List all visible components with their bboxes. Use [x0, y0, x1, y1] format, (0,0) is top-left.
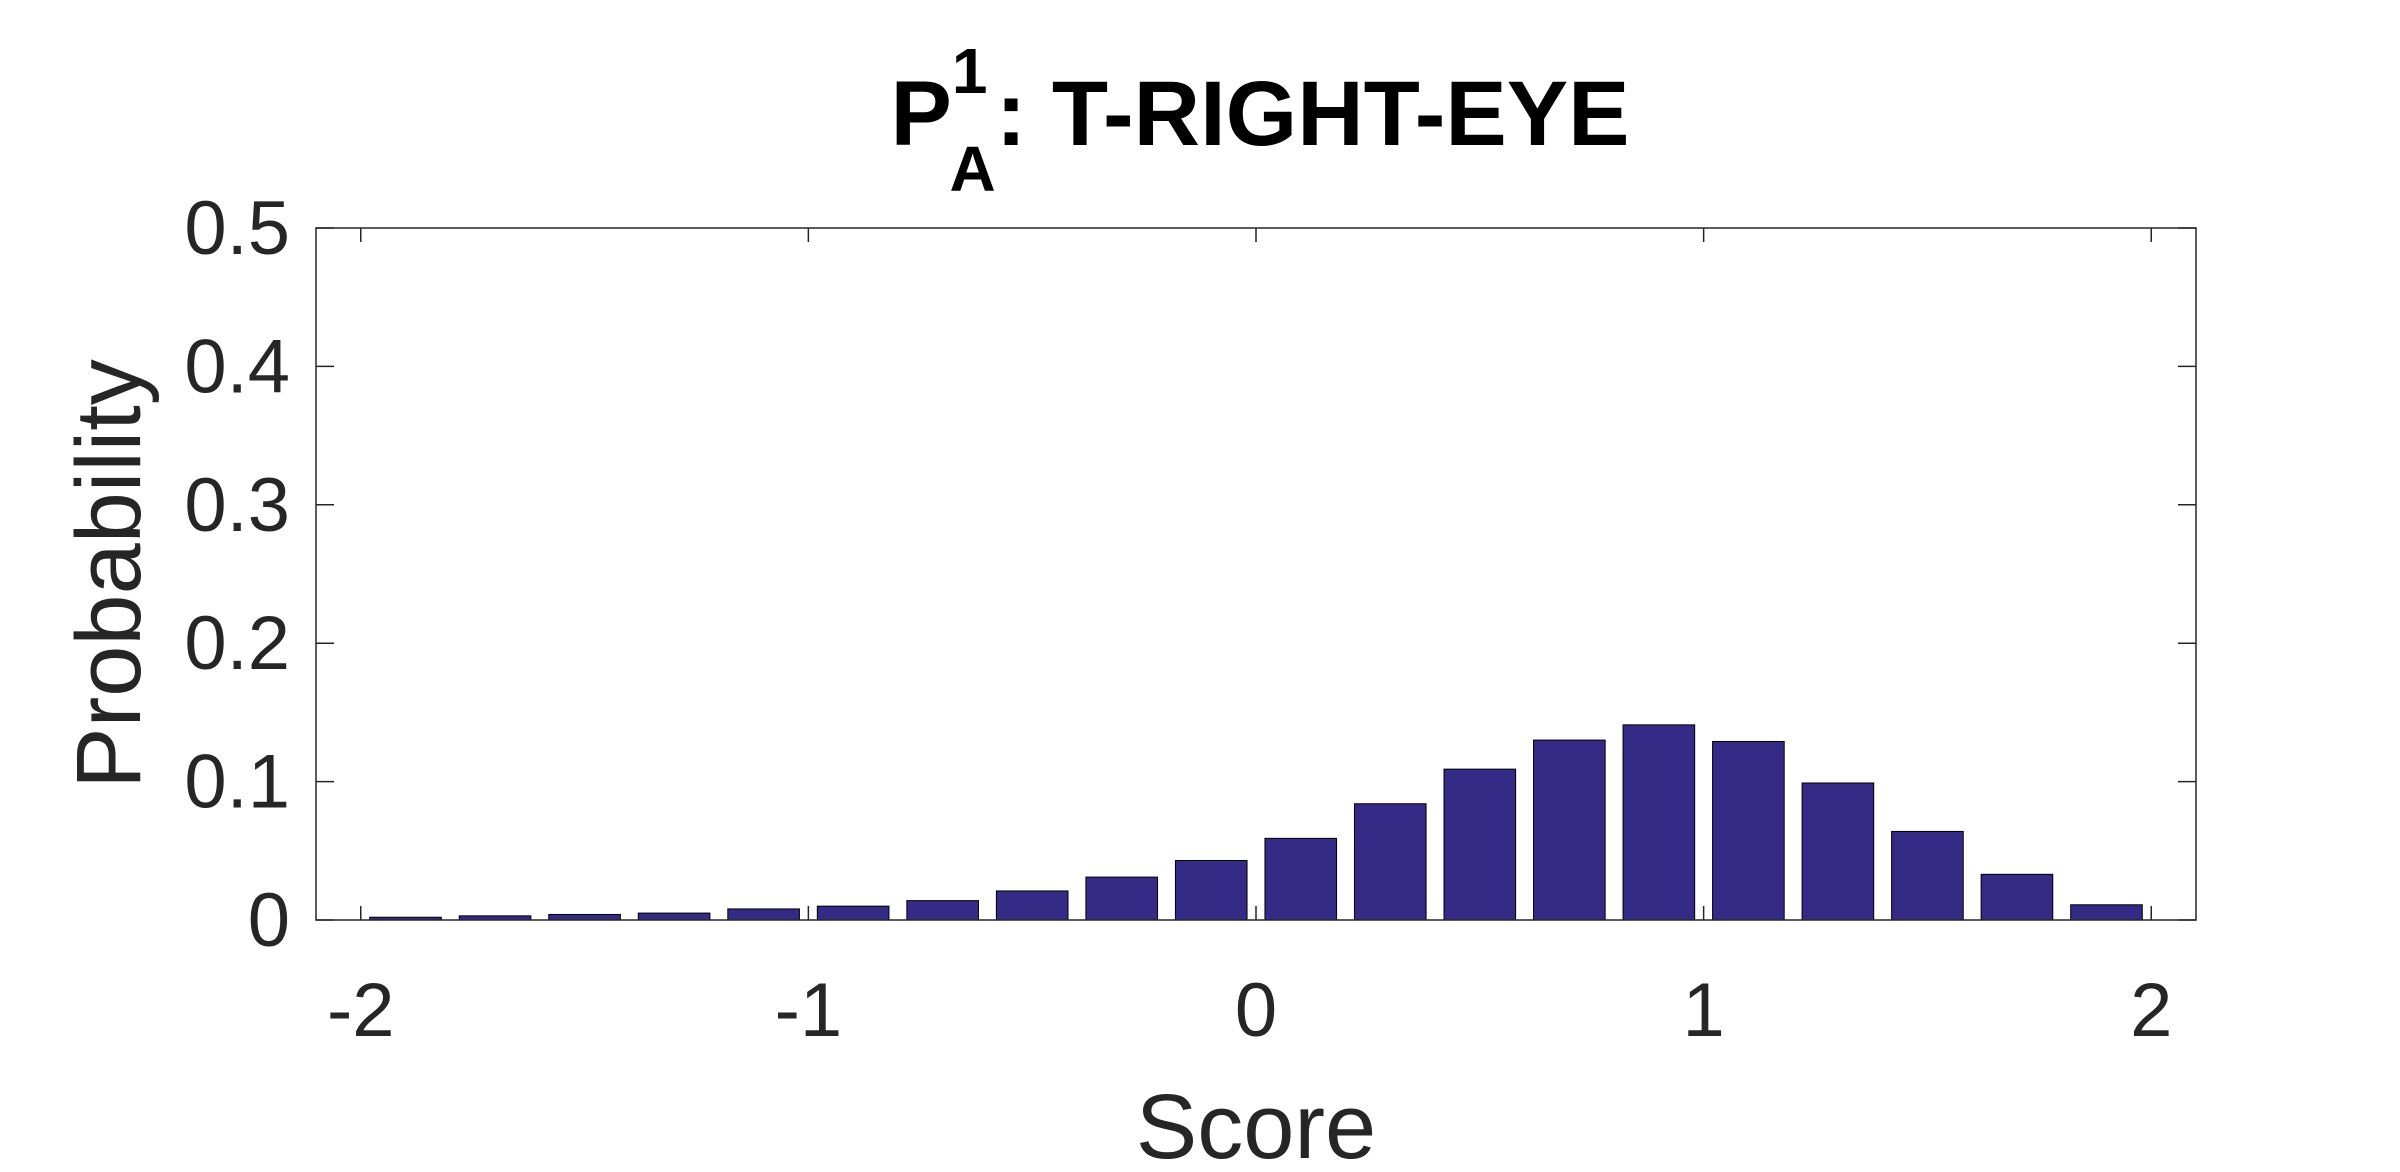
bar	[1353, 803, 1427, 921]
bar	[1174, 859, 1248, 921]
bar	[1264, 837, 1338, 921]
y-tick-label: 0.5	[184, 186, 290, 271]
y-tick-label: 0	[248, 878, 290, 963]
bar	[1443, 768, 1517, 921]
bars-group	[369, 724, 2143, 921]
bar	[727, 908, 800, 921]
y-axis-ticks: 0 0.1 0.2 0.3 0.4 0.5	[184, 186, 2196, 963]
bar	[1891, 830, 1964, 921]
x-tick-label: -1	[775, 968, 843, 1053]
bar	[2070, 904, 2143, 921]
bar	[1712, 740, 1785, 921]
bar	[548, 913, 621, 921]
x-tick-label: 0	[1235, 968, 1277, 1053]
bar	[1622, 724, 1696, 921]
x-tick-label: -2	[327, 968, 395, 1053]
bar	[637, 912, 711, 921]
title-subscript: A	[949, 133, 995, 205]
bar	[1980, 873, 2054, 921]
y-tick-label: 0.1	[184, 740, 290, 825]
x-tick-label: 1	[1682, 968, 1724, 1053]
title-base: P	[891, 63, 952, 165]
x-axis-ticks: -2 -1 0 1 2	[327, 228, 2172, 1053]
y-tick-label: 0.2	[184, 601, 290, 686]
x-tick-label: 2	[2130, 968, 2172, 1053]
title-superscript: 1	[952, 35, 988, 107]
bar	[1533, 739, 1606, 921]
title-rest: : T-RIGHT-EYE	[996, 63, 1630, 165]
bar	[995, 890, 1069, 921]
y-axis-label: Probability	[58, 359, 160, 789]
bar	[906, 900, 979, 921]
bar	[1085, 876, 1159, 921]
bar	[1801, 782, 1875, 921]
y-tick-label: 0.3	[184, 463, 290, 548]
x-axis-label: Score	[1136, 1076, 1376, 1172]
y-tick-label: 0.4	[184, 324, 290, 409]
plot-area-frame	[315, 227, 2197, 921]
bar	[816, 905, 890, 921]
chart-title: P1 A: T-RIGHT-EYE	[891, 35, 1630, 205]
